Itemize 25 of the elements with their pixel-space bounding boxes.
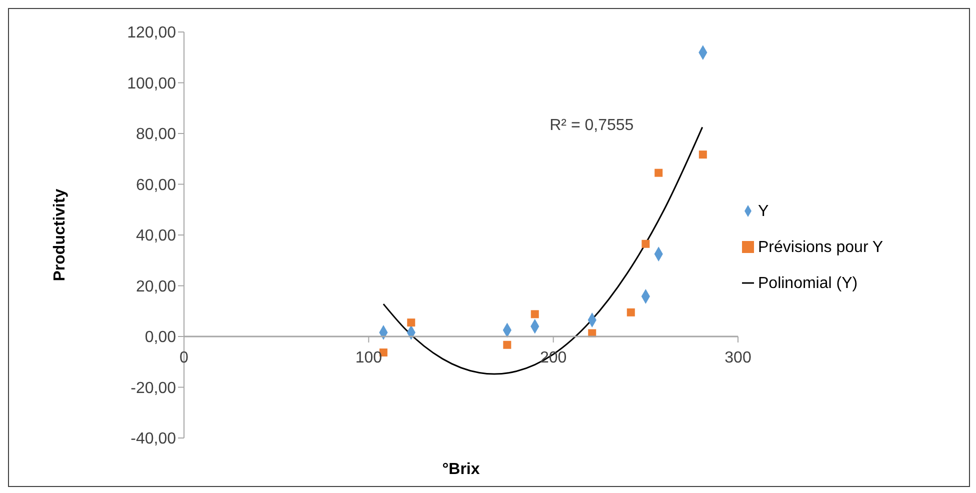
- x-tick-label: 0: [180, 350, 189, 366]
- y-tick-label: 120,00: [127, 24, 176, 42]
- point: [407, 318, 416, 327]
- y-tick-label: 40,00: [136, 228, 176, 245]
- x-tick-label: 300: [724, 350, 752, 366]
- y-tick-label: 20,00: [136, 278, 176, 296]
- point: [654, 168, 663, 177]
- point: [642, 240, 650, 248]
- y-tick-label: 0,00: [144, 329, 176, 346]
- legend-label: Prévisions pour Y: [758, 238, 884, 256]
- y-tick-label: 80,00: [136, 126, 176, 144]
- legend-label: Y: [758, 202, 769, 220]
- annotation: R² = 0,7555: [550, 117, 634, 136]
- y-tick-label: -20,00: [130, 380, 176, 397]
- y-axis-title: Productivity: [52, 188, 69, 282]
- point: [503, 340, 512, 349]
- x-tick-label: 100: [355, 350, 382, 366]
- point: [626, 308, 635, 316]
- legend-label: Polinomial (Y): [758, 274, 858, 292]
- y-tick-label: -40,00: [130, 430, 176, 448]
- point: [530, 310, 539, 318]
- point: [698, 150, 707, 159]
- x-axis-title: °Brix: [442, 461, 480, 478]
- y-tick-label: 60,00: [136, 176, 176, 194]
- y-tick-label: 100,00: [127, 75, 176, 92]
